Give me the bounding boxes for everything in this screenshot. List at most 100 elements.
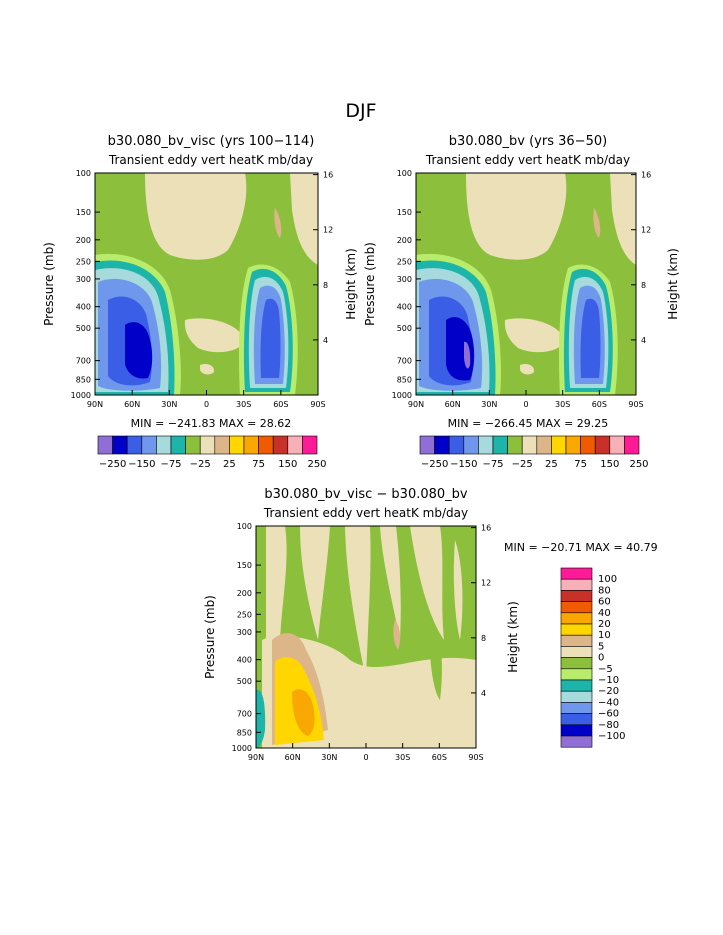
legend-swatch — [287, 435, 303, 455]
legend-swatch — [258, 435, 274, 455]
legend-label: 5 — [598, 641, 604, 652]
y2-tick-label: 12 — [641, 226, 651, 235]
x-tick-label: 60S — [273, 400, 288, 409]
legend-label: 20 — [598, 619, 611, 630]
panel-a-axes: 90N 60N 30N 0 30S 60S 90S 100 150 200 250 300 400 500… — [71, 169, 334, 409]
page-title: DJF — [345, 100, 376, 122]
x-tick-label: 60S — [592, 400, 607, 409]
legend-label: −10 — [598, 675, 619, 686]
y-tick-label: 500 — [397, 324, 412, 333]
panel-b-y2label: Height (km) — [666, 248, 680, 319]
y-tick-label: 250 — [76, 257, 91, 266]
y-tick-label: 250 — [237, 610, 252, 619]
legend-swatch — [507, 435, 523, 455]
legend-swatch — [492, 435, 508, 455]
panel-diff: b30.080_bv_visc − b30.080_bv Transient e… — [203, 487, 658, 762]
y2-tick-label: 16 — [641, 171, 651, 180]
legend-swatch — [141, 435, 157, 455]
y-tick-label: 250 — [397, 257, 412, 266]
y-tick-label: 700 — [397, 357, 412, 366]
x-tick-label: 90N — [408, 400, 424, 409]
legend-swatch — [560, 713, 593, 726]
y2-tick-label: 16 — [323, 171, 333, 180]
legend-swatch — [560, 679, 593, 692]
legend-label: 25 — [223, 459, 236, 470]
y-tick-label: 100 — [76, 169, 91, 178]
x-tick-label: 60S — [432, 753, 447, 762]
y-tick-label: 1000 — [392, 391, 412, 400]
y-tick-label: 150 — [237, 561, 252, 570]
y-tick-label: 500 — [237, 677, 252, 686]
y2-tick-label: 12 — [323, 226, 333, 235]
legend-label: −250 — [421, 459, 448, 470]
panel-b-subtitle: Transient eddy vert heatK mb/day — [425, 153, 630, 167]
legend-swatch — [419, 435, 435, 455]
x-tick-label: 30S — [555, 400, 570, 409]
y-tick-label: 100 — [397, 169, 412, 178]
legend-label: 60 — [598, 597, 611, 608]
legend-swatch — [214, 435, 230, 455]
x-tick-label: 90S — [310, 400, 325, 409]
legend-label: −20 — [598, 686, 619, 697]
y2-tick-label: 8 — [641, 281, 646, 290]
legend-swatch — [560, 724, 593, 737]
legend-swatch — [560, 578, 593, 591]
legend-swatch — [243, 435, 259, 455]
y2-tick-label: 12 — [481, 579, 491, 588]
legend-swatch — [521, 435, 538, 455]
y-tick-label: 150 — [397, 208, 412, 217]
y-tick-label: 300 — [76, 275, 91, 284]
legend-swatch — [302, 435, 318, 455]
panel-b: b30.080_bv (yrs 36−50) Transient eddy ve… — [363, 134, 680, 470]
legend-swatch — [560, 634, 593, 647]
x-tick-label: 60N — [124, 400, 140, 409]
y-tick-label: 200 — [397, 236, 412, 245]
legend-label: 150 — [278, 459, 297, 470]
legend-swatch — [448, 435, 465, 455]
legend-swatch — [112, 435, 128, 455]
panel-diff-field — [256, 526, 476, 748]
legend-swatch — [551, 435, 567, 455]
legend-swatch — [580, 435, 596, 455]
legend-swatch — [560, 646, 593, 658]
x-tick-label: 30N — [321, 753, 337, 762]
legend-label: 150 — [600, 459, 619, 470]
y-tick-label: 1000 — [232, 744, 252, 753]
legend-label: −40 — [598, 697, 619, 708]
legend-label: −75 — [160, 459, 181, 470]
y2-tick-label: 16 — [481, 524, 491, 533]
y-tick-label: 500 — [76, 324, 91, 333]
x-tick-label: 30N — [161, 400, 177, 409]
x-tick-label: 90N — [248, 753, 264, 762]
y-tick-label: 400 — [397, 303, 412, 312]
legend-swatch — [560, 612, 593, 625]
legend-swatch — [272, 435, 289, 455]
legend-swatch — [560, 657, 593, 670]
legend-label: −150 — [450, 459, 477, 470]
y-tick-label: 700 — [237, 710, 252, 719]
legend-label: 250 — [307, 459, 326, 470]
y-tick-label: 1000 — [71, 391, 91, 400]
legend-swatch — [536, 435, 552, 455]
legend-label: −60 — [598, 709, 619, 720]
legend-label: −25 — [512, 459, 533, 470]
legend-label: −75 — [482, 459, 503, 470]
y-tick-label: 200 — [76, 236, 91, 245]
y2-tick-label: 8 — [481, 634, 486, 643]
legend-swatch — [560, 590, 593, 602]
legend-swatch — [199, 435, 216, 455]
legend-label: −80 — [598, 720, 619, 731]
x-tick-label: 90S — [468, 753, 483, 762]
panel-b-stats: MIN = −266.45 MAX = 29.25 — [448, 417, 609, 430]
y2-tick-label: 4 — [323, 336, 328, 345]
legend-swatch — [229, 435, 245, 455]
panel-a-legend: −250 −150 −75 −25 25 75 150 250 — [97, 435, 327, 470]
x-tick-label: 30S — [236, 400, 251, 409]
y-tick-label: 400 — [76, 303, 91, 312]
panel-a-ylabel: Pressure (mb) — [42, 242, 56, 326]
panel-diff-subtitle: Transient eddy vert heatK mb/day — [263, 506, 468, 520]
legend-label: 80 — [598, 585, 611, 596]
y-tick-label: 200 — [237, 589, 252, 598]
legend-label: 250 — [629, 459, 648, 470]
panel-b-field — [416, 173, 636, 395]
